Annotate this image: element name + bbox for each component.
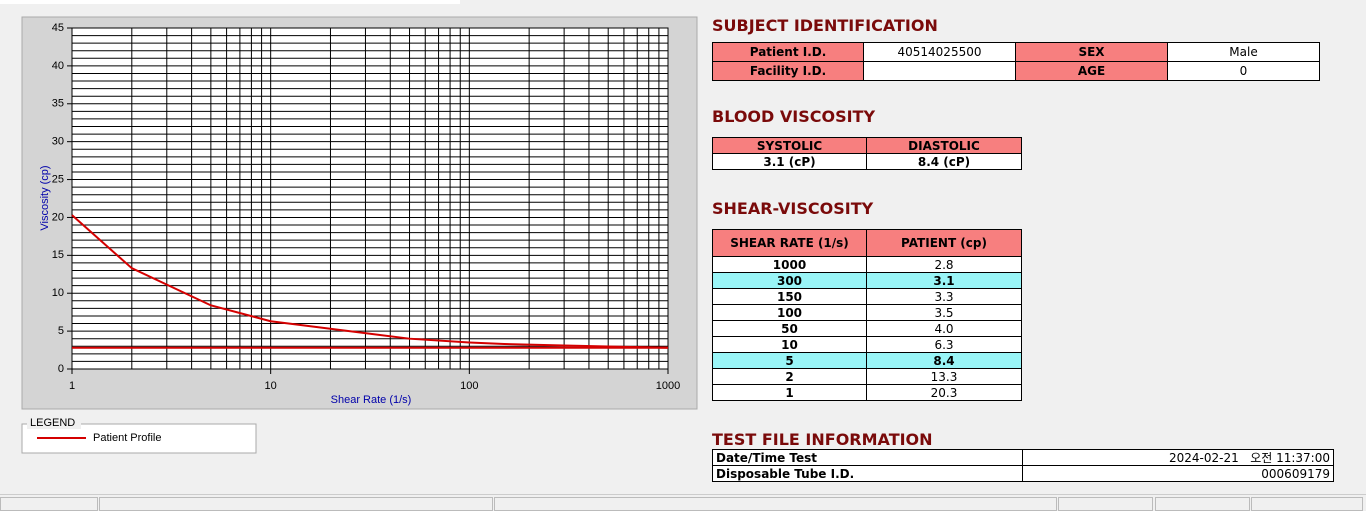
table-cell: 1000 (712, 256, 867, 273)
x-tick-label: 1 (69, 380, 75, 392)
y-tick-label: 5 (58, 325, 64, 337)
table-cell: 2 (712, 368, 867, 385)
y-tick-label: 30 (52, 136, 64, 148)
section-title: BLOOD VISCOSITY (712, 107, 876, 126)
status-pane (1058, 497, 1153, 511)
section-title: SHEAR-VISCOSITY (712, 199, 874, 218)
table-cell: 150 (712, 288, 867, 305)
table-cell: 5 (712, 352, 867, 369)
section-title: SUBJECT IDENTIFICATION (712, 16, 938, 35)
table-cell: Facility I.D. (712, 61, 864, 81)
table-cell: 6.3 (866, 336, 1022, 353)
status-pane (1155, 497, 1250, 511)
y-tick-label: 15 (52, 249, 64, 261)
table-cell: PATIENT (cp) (866, 229, 1022, 257)
y-tick-label: 25 (52, 173, 64, 185)
x-tick-label: 1000 (656, 380, 680, 392)
table-cell: 000609179 (1022, 465, 1334, 482)
series-line (71, 214, 669, 349)
table-cell: 13.3 (866, 368, 1022, 385)
table-cell: 10 (712, 336, 867, 353)
table-cell: 3.1 (866, 272, 1022, 289)
table-cell: 3.5 (866, 304, 1022, 321)
y-axis-label: Viscosity (cp) (39, 165, 51, 230)
top-strip (0, 0, 460, 4)
table-cell: 2.8 (866, 256, 1022, 273)
table-cell: AGE (1015, 61, 1168, 81)
table-cell (863, 61, 1016, 81)
table-cell: 3.1 (cP) (712, 153, 867, 170)
legend-label: Patient Profile (93, 432, 161, 444)
plot-area (72, 28, 668, 369)
table-cell: Male (1167, 42, 1320, 62)
x-tick-label: 100 (460, 380, 478, 392)
y-tick-label: 20 (52, 211, 64, 223)
table-cell: 0 (1167, 61, 1320, 81)
table-cell: 8.4 (cP) (866, 153, 1022, 170)
status-pane (494, 497, 1057, 511)
table-cell: 40514025500 (863, 42, 1016, 62)
table-cell: SYSTOLIC (712, 137, 867, 154)
table-cell: 50 (712, 320, 867, 337)
y-tick-label: 0 (58, 363, 64, 375)
section-title: TEST FILE INFORMATION (712, 430, 933, 449)
y-tick-label: 45 (52, 22, 64, 34)
chart: Shear Rate (1/s) Viscosity (cp) LEGEND 0… (21, 16, 698, 454)
status-pane (0, 497, 98, 511)
status-pane (99, 497, 493, 511)
table-cell: 20.3 (866, 384, 1022, 401)
table-cell: 8.4 (866, 352, 1022, 369)
y-tick-label: 40 (52, 60, 64, 72)
x-tick-label: 10 (265, 380, 277, 392)
table-cell: DIASTOLIC (866, 137, 1022, 154)
table-cell: Date/Time Test (712, 449, 1023, 466)
table-cell: 4.0 (866, 320, 1022, 337)
status-pane (1251, 497, 1363, 511)
table-cell: 100 (712, 304, 867, 321)
legend-title: LEGEND (30, 417, 75, 429)
x-axis-label: Shear Rate (1/s) (331, 394, 412, 406)
table-cell: 2024-02-21 오전 11:37:00 (1022, 449, 1334, 466)
plot-border (71, 27, 669, 370)
status-bar (0, 494, 1366, 511)
table-cell: SHEAR RATE (1/s) (712, 229, 867, 257)
table-cell: Patient I.D. (712, 42, 864, 62)
table-cell: Disposable Tube I.D. (712, 465, 1023, 482)
table-cell: 300 (712, 272, 867, 289)
y-tick-label: 10 (52, 287, 64, 299)
legend-title-bg (27, 417, 81, 429)
table-cell: 1 (712, 384, 867, 401)
table-cell: 3.3 (866, 288, 1022, 305)
y-tick-label: 35 (52, 98, 64, 110)
table-cell: SEX (1015, 42, 1168, 62)
